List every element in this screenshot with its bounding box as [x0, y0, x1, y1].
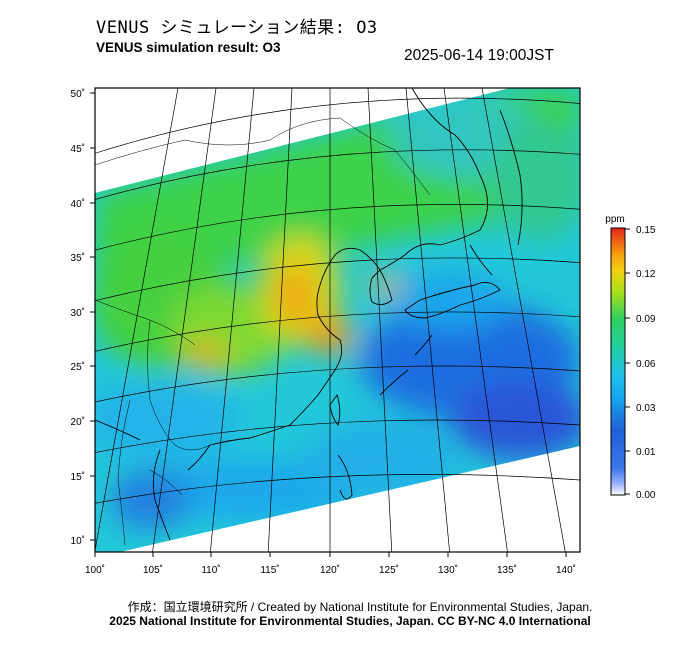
map-title-english: VENUS simulation result: O3 — [96, 40, 281, 55]
ozone-field — [95, 88, 580, 552]
country-borders — [95, 117, 431, 546]
colorbar-unit: ppm — [605, 214, 624, 225]
lon-label-135: 135˚ — [497, 564, 517, 576]
lat-label-40: 40˚ — [71, 198, 85, 210]
graticule — [95, 88, 580, 552]
lon-label-130: 130˚ — [438, 564, 458, 576]
lat-label-50: 50˚ — [71, 88, 85, 100]
colorbar-tick-0.06: 0.06 — [636, 359, 656, 370]
lon-label-125: 125˚ — [379, 564, 399, 576]
lon-label-115: 115˚ — [260, 564, 279, 576]
colorbar-tick-0.09: 0.09 — [636, 314, 656, 325]
map-title-japanese: VENUS シミュレーション結果: O3 — [96, 18, 378, 38]
credit-line: 作成：国立環境研究所 / Created by National Institu… — [0, 598, 700, 615]
credit-text: 作成：国立環境研究所 / Created by National Institu… — [127, 600, 593, 614]
colorbar-tick-0.00: 0.00 — [636, 490, 656, 501]
lat-label-20: 20˚ — [71, 416, 85, 428]
lon-label-105: 105˚ — [143, 564, 163, 576]
lon-label-140: 140˚ — [556, 564, 576, 576]
map-frame — [94, 87, 581, 553]
lat-label-10: 10˚ — [71, 535, 85, 547]
colorbar: ppm 0.15 0.12 0.09 0.06 0.03 0.01 0.00 — [605, 214, 656, 501]
lat-label-35: 35˚ — [71, 252, 85, 264]
lat-label-15: 15˚ — [71, 471, 85, 483]
colorbar-tick-0.12: 0.12 — [636, 269, 656, 280]
lat-label-30: 30˚ — [71, 307, 85, 319]
license-line: 2025 National Institute for Environmenta… — [109, 614, 591, 628]
lat-label-45: 45˚ — [71, 143, 85, 155]
lon-label-120: 120˚ — [320, 564, 340, 576]
colorbar-gradient — [610, 227, 626, 496]
lat-label-25: 25˚ — [71, 361, 85, 373]
lon-label-110: 110˚ — [201, 564, 220, 576]
colorbar-tick-0.03: 0.03 — [636, 403, 656, 414]
axis-ticks — [90, 92, 567, 557]
lon-label-100: 100˚ — [85, 564, 105, 576]
colorbar-tick-0.15: 0.15 — [636, 225, 656, 236]
forecast-timestamp: 2025-06-14 19:00JST — [404, 47, 554, 64]
colorbar-tick-0.01: 0.01 — [636, 447, 656, 458]
coastlines — [95, 88, 523, 541]
